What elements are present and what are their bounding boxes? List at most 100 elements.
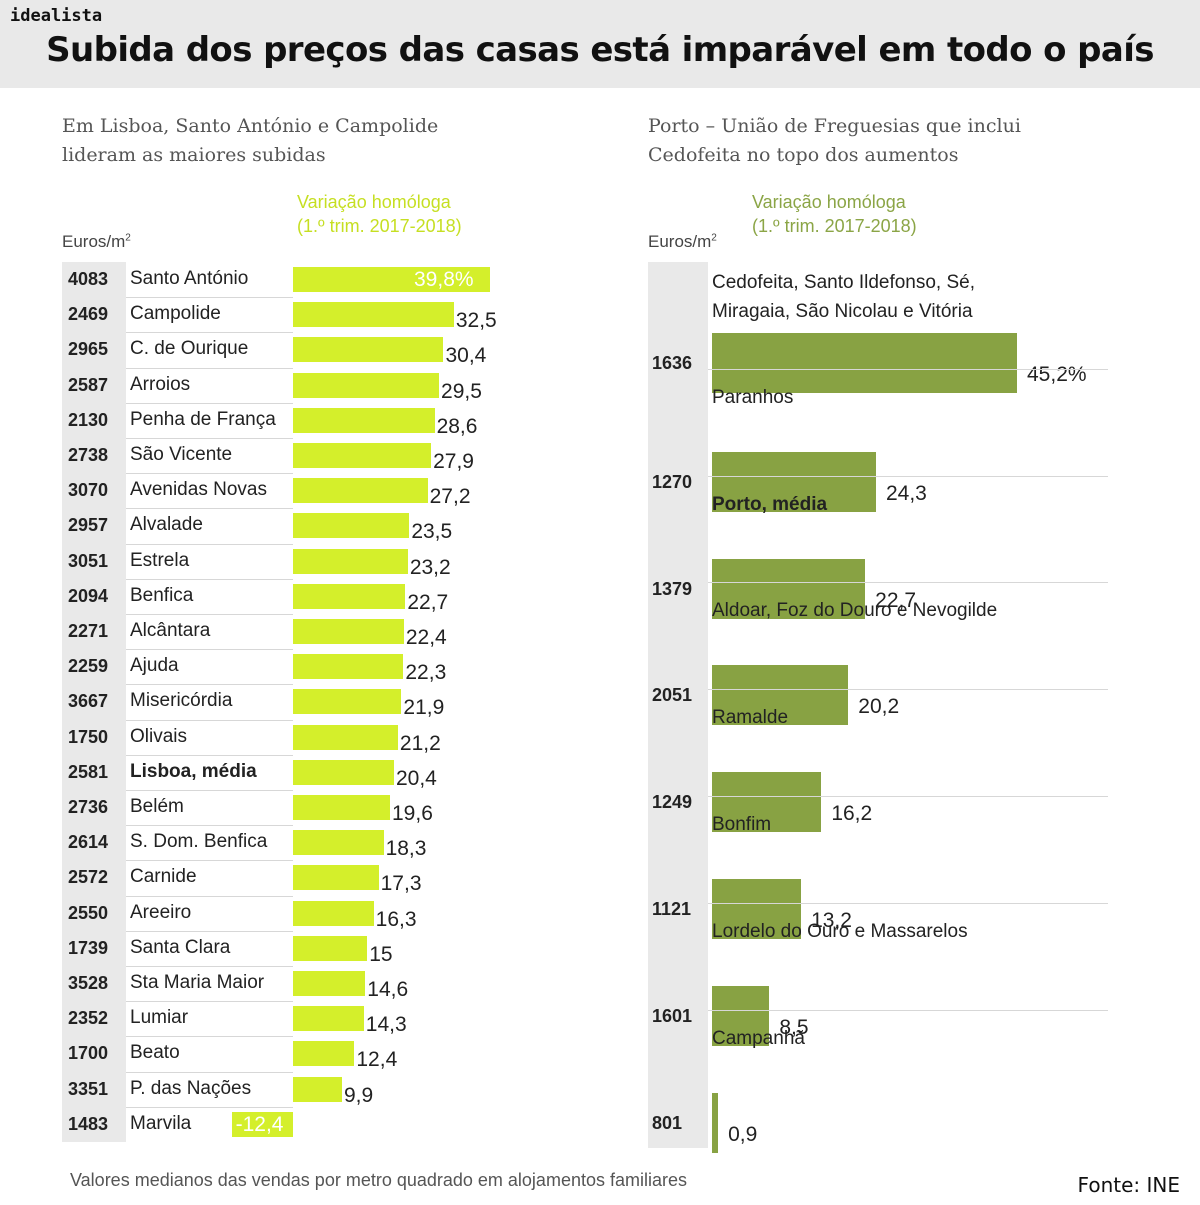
porto-bar — [712, 665, 849, 726]
porto-bar — [712, 1092, 719, 1153]
lisboa-value-label: 23,5 — [411, 520, 453, 544]
lisboa-price: 1700 — [68, 1043, 109, 1064]
porto-bar — [712, 333, 1017, 393]
lisboa-row-divider — [126, 684, 293, 686]
lisboa-price: 1750 — [68, 726, 109, 747]
lisboa-row-divider — [126, 966, 293, 967]
lisboa-bar — [293, 900, 374, 926]
porto-price: 1601 — [652, 1005, 693, 1026]
porto-row-divider — [708, 796, 1108, 797]
porto-units-label: Euros/m2 — [648, 232, 717, 252]
lisboa-row-divider — [126, 578, 293, 580]
lisboa-price: 3070 — [68, 480, 109, 501]
lisboa-bar — [293, 935, 368, 961]
lisboa-value-label: 22,4 — [405, 626, 447, 649]
lisboa-bar — [293, 971, 366, 996]
lisboa-price: 2271 — [68, 621, 109, 641]
lisboa-price: 3051 — [68, 550, 109, 571]
porto-bar — [712, 451, 876, 512]
lisboa-row-divider — [126, 297, 293, 299]
lisboa-value-label: 29,5 — [441, 379, 482, 403]
lisboa-district-label: C. de Ourique — [130, 338, 249, 360]
lisboa-row-divider — [126, 649, 293, 651]
porto-district-label: Ramalde — [712, 707, 789, 729]
porto-units-sup: 2 — [711, 232, 717, 244]
porto-value-label: 22,7 — [875, 588, 917, 612]
porto-price: 1121 — [652, 899, 692, 919]
porto-bar — [712, 558, 866, 619]
lisboa-district-label: Arroios — [130, 373, 191, 395]
porto-variation-line: (1.º trim. 2017-2018) — [752, 216, 917, 236]
lisboa-price-column — [62, 262, 126, 1142]
porto-price-column — [648, 262, 708, 1148]
lisboa-value-label: 39,8% — [414, 268, 474, 291]
porto-price: 1636 — [652, 353, 693, 373]
porto-bar — [712, 985, 770, 1046]
lisboa-value-label: 22,3 — [405, 661, 447, 685]
porto-subtitle-line: Porto – União de Freguesias que inclui — [648, 115, 1021, 137]
lisboa-district-label: Belém — [130, 796, 184, 817]
lisboa-row-divider — [126, 473, 293, 475]
lisboa-district-label: Areeiro — [130, 901, 192, 923]
lisboa-subtitle-line: Em Lisboa, Santo António e Campolide — [62, 115, 439, 137]
porto-value-label: 20,2 — [858, 695, 900, 719]
porto-subtitle: Porto – União de Freguesias que inclui C… — [648, 112, 1021, 170]
lisboa-price: 2550 — [68, 902, 109, 923]
porto-variation-label: Variação homóloga (1.º trim. 2017-2018) — [752, 190, 917, 238]
lisboa-price: 2736 — [68, 797, 109, 817]
lisboa-price: 3667 — [68, 691, 109, 712]
lisboa-price: 2614 — [68, 832, 109, 853]
porto-district-label: Miragaia, São Nicolau e Vitória — [712, 301, 973, 322]
page-title: Subida dos preços das casas está imparáv… — [46, 30, 1154, 70]
lisboa-price: 2130 — [68, 409, 109, 430]
lisboa-value-label: 30,4 — [445, 344, 487, 368]
porto-district-label: Campanhã — [712, 1027, 805, 1049]
lisboa-price: 3351 — [68, 1078, 109, 1099]
lisboa-row-divider — [126, 825, 293, 827]
lisboa-district-label: Lumiar — [130, 1007, 189, 1029]
porto-district-label: Bonfim — [712, 814, 772, 835]
lisboa-bar — [293, 654, 404, 680]
lisboa-bar — [293, 689, 402, 715]
lisboa-district-label: Santa Clara — [130, 936, 231, 958]
lisboa-district-label: Alvalade — [130, 514, 203, 536]
lisboa-district-label: Avenidas Novas — [130, 479, 267, 501]
lisboa-row-divider — [126, 930, 293, 932]
lisboa-row-divider — [126, 332, 293, 334]
lisboa-bar — [293, 1006, 364, 1032]
lisboa-bar — [231, 1111, 293, 1137]
lisboa-price: 3528 — [68, 973, 109, 993]
lisboa-value-label: 14,6 — [367, 978, 409, 1001]
lisboa-district-label: Penha de França — [130, 408, 276, 430]
lisboa-variation-line: (1.º trim. 2017-2018) — [297, 216, 462, 236]
source-label: Fonte: INE — [1077, 1173, 1180, 1197]
lisboa-row-divider — [126, 754, 293, 756]
porto-district-label: Cedofeita, Santo Ildefonso, Sé, — [712, 272, 976, 293]
lisboa-value-label: -12,4 — [235, 1112, 284, 1136]
porto-subtitle-line: Cedofeita no topo dos aumentos — [648, 144, 959, 166]
lisboa-bar — [293, 865, 379, 891]
lisboa-district-label: Campolide — [130, 303, 221, 325]
lisboa-row-divider — [126, 614, 293, 615]
lisboa-price: 1483 — [68, 1113, 109, 1134]
lisboa-value-label: 9,9 — [344, 1083, 374, 1107]
porto-value-label: 45,2% — [1027, 363, 1087, 386]
lisboa-district-label: Beato — [130, 1042, 180, 1064]
lisboa-district-label: Misericórdia — [130, 690, 233, 712]
porto-value-label: 13,2 — [811, 909, 852, 932]
lisboa-price: 2965 — [68, 339, 109, 360]
porto-row-divider — [708, 368, 1108, 370]
lisboa-bar — [293, 407, 435, 433]
lisboa-price: 2581 — [68, 761, 109, 782]
lisboa-bar — [293, 795, 390, 820]
lisboa-bar — [293, 443, 432, 468]
lisboa-price: 2587 — [68, 374, 109, 395]
lisboa-value-label: 21,9 — [403, 696, 445, 720]
lisboa-row-divider — [126, 367, 293, 369]
porto-price: 1379 — [652, 578, 693, 599]
lisboa-district-label: Sta Maria Maior — [130, 972, 265, 993]
lisboa-price: 2572 — [68, 867, 109, 888]
lisboa-subtitle: Em Lisboa, Santo António e Campolide lid… — [62, 112, 438, 170]
porto-units-text: Euros/m — [648, 232, 712, 251]
lisboa-bar — [293, 302, 454, 328]
